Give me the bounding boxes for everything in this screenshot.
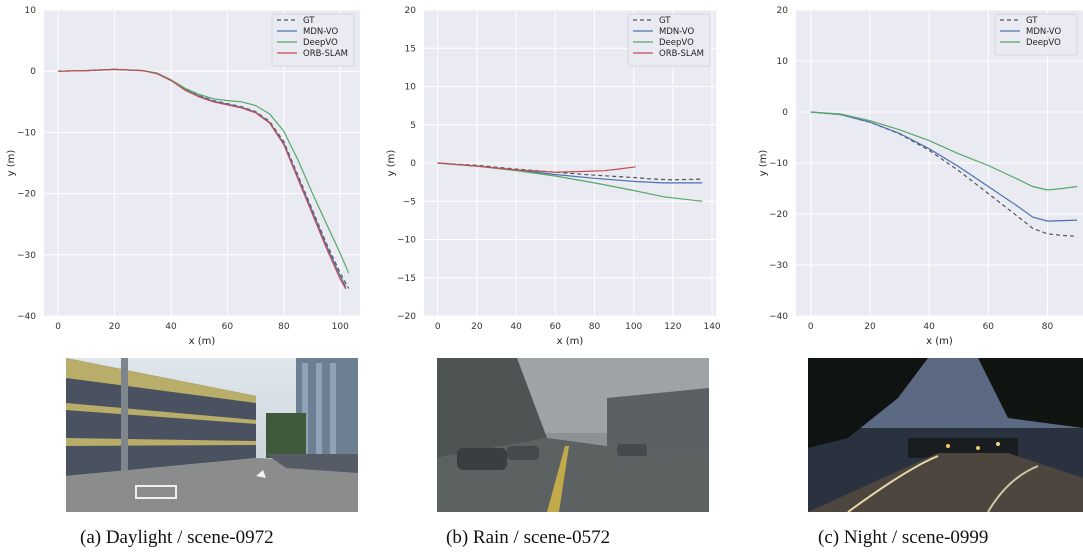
series-line-deepvo <box>810 111 1078 191</box>
rain-photo <box>437 358 709 512</box>
series-line-mdn-vo <box>810 111 1078 222</box>
y-tick-label: −10 <box>769 159 788 169</box>
y-tick-label: −20 <box>769 210 788 220</box>
x-tick-label: 60 <box>550 322 562 332</box>
x-axis-label: x (m) <box>557 336 584 347</box>
x-tick-label: 20 <box>471 322 483 332</box>
y-tick-label: −10 <box>17 128 36 138</box>
x-tick-label: 0 <box>808 322 814 332</box>
x-tick-label: 120 <box>664 322 681 332</box>
chart-c: 0 20 40 60 80 −40 −30 −20 −10 0 10 20 x (m) y (m) GTMD… <box>758 6 1083 347</box>
legend-label: ORB-SLAM <box>303 49 348 59</box>
caption-c: (c) Night / scene-0999 <box>818 527 989 548</box>
y-tick-label: −20 <box>17 190 36 200</box>
y-tick-label: 0 <box>410 159 416 169</box>
x-tick-label: 60 <box>983 322 995 332</box>
x-tick-label: 100 <box>625 322 642 332</box>
chart-a: 0 20 40 60 80 100 −40 −30 −20 −10 0 10 x (m) y (m) GTM… <box>6 6 360 347</box>
series-line-orb-slam <box>58 68 347 290</box>
y-tick-label: 0 <box>782 108 788 118</box>
y-tick-label: 20 <box>777 6 789 16</box>
x-tick-label: 0 <box>55 322 61 332</box>
legend-label: DeepVO <box>1026 38 1061 48</box>
y-tick-label: −5 <box>403 197 416 207</box>
legend-label: ORB-SLAM <box>659 49 704 59</box>
x-tick-label: 100 <box>332 322 349 332</box>
x-axis-label: x (m) <box>926 336 953 347</box>
y-tick-label: 5 <box>410 121 416 131</box>
y-tick-label: 0 <box>30 67 36 77</box>
series-line-gt <box>437 162 703 181</box>
legend-label: MDN-VO <box>659 27 694 37</box>
night-photo <box>808 358 1083 512</box>
y-tick-label: −40 <box>769 312 788 322</box>
legend-label: DeepVO <box>303 38 338 48</box>
legend-label: MDN-VO <box>1026 27 1061 37</box>
x-tick-label: 60 <box>222 322 234 332</box>
x-tick-label: 0 <box>435 322 441 332</box>
y-axis-label: y (m) <box>6 150 17 177</box>
y-axis-label: y (m) <box>386 150 397 177</box>
y-tick-label: 10 <box>25 6 37 16</box>
y-tick-label: 10 <box>405 83 417 93</box>
legend-label: GT <box>303 16 315 26</box>
x-tick-label: 40 <box>923 322 935 332</box>
y-tick-label: 15 <box>405 44 416 54</box>
x-tick-label: 40 <box>165 322 177 332</box>
y-tick-label: −15 <box>397 274 416 284</box>
y-tick-label: −30 <box>769 261 788 271</box>
series-line-orb-slam <box>437 162 636 173</box>
x-axis-label: x (m) <box>189 336 216 347</box>
x-tick-label: 20 <box>109 322 121 332</box>
y-tick-label: 20 <box>405 6 417 16</box>
y-tick-label: −20 <box>397 312 416 322</box>
y-tick-label: −40 <box>17 312 36 322</box>
legend-label: DeepVO <box>659 38 694 48</box>
x-tick-label: 20 <box>864 322 876 332</box>
legend-label: GT <box>1026 16 1038 26</box>
chart-b: 0 20 40 60 80 100 120 140 −20 −15 −10 −5 0 5 10 15 20 x (… <box>386 6 721 347</box>
caption-a: (a) Daylight / scene-0972 <box>80 527 274 548</box>
x-tick-label: 80 <box>589 322 601 332</box>
x-tick-label: 80 <box>1042 322 1054 332</box>
x-tick-label: 40 <box>510 322 522 332</box>
x-tick-label: 140 <box>703 322 720 332</box>
y-axis-label: y (m) <box>758 150 769 177</box>
caption-b: (b) Rain / scene-0572 <box>446 527 611 548</box>
legend-label: GT <box>659 16 671 26</box>
series-line-gt <box>810 111 1078 237</box>
y-tick-label: −10 <box>397 236 416 246</box>
legend-label: MDN-VO <box>303 27 338 37</box>
daylight-photo <box>66 358 358 512</box>
y-tick-label: −30 <box>17 251 36 261</box>
y-tick-label: 10 <box>777 57 789 67</box>
x-tick-label: 80 <box>278 322 290 332</box>
